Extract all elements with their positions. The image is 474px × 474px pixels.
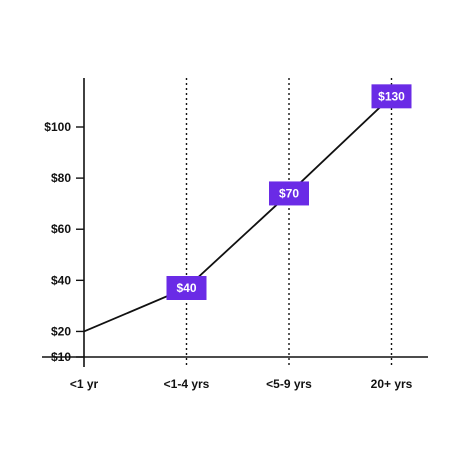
data-label-text: $70	[279, 186, 299, 200]
data-label-box	[371, 84, 412, 109]
data-label-box	[166, 276, 207, 300]
data-labels: $40 $70 $130	[166, 84, 412, 300]
series-line	[83, 95, 393, 333]
y-tick-label: $20	[51, 324, 71, 338]
x-tick-label: <1-4 yrs	[164, 377, 210, 391]
data-label: $70	[269, 181, 309, 206]
data-label-text: $130	[378, 89, 405, 103]
data-label: $40	[166, 276, 207, 300]
data-label-text: $40	[176, 281, 196, 295]
y-tick-label: $80	[51, 171, 71, 185]
x-tick-label: <5-9 yrs	[266, 377, 312, 391]
y-tick-label: $100	[44, 120, 71, 134]
data-label-box	[269, 181, 309, 206]
x-tick-label: 20+ yrs	[371, 377, 413, 391]
y-tick-label: $10	[51, 350, 71, 364]
y-axis-ticks: $10 $20 $40 $60 $80 $100	[44, 120, 84, 364]
y-tick-label: $60	[51, 222, 71, 236]
x-tick-label: <1 yr	[70, 377, 99, 391]
axes	[42, 78, 428, 367]
data-label: $130	[371, 84, 412, 109]
y-tick-label: $40	[51, 273, 71, 287]
x-axis-ticks: <1 yr <1-4 yrs <5-9 yrs 20+ yrs	[70, 377, 413, 391]
series-line	[83, 95, 393, 333]
vertical-guide-lines	[185, 78, 393, 367]
